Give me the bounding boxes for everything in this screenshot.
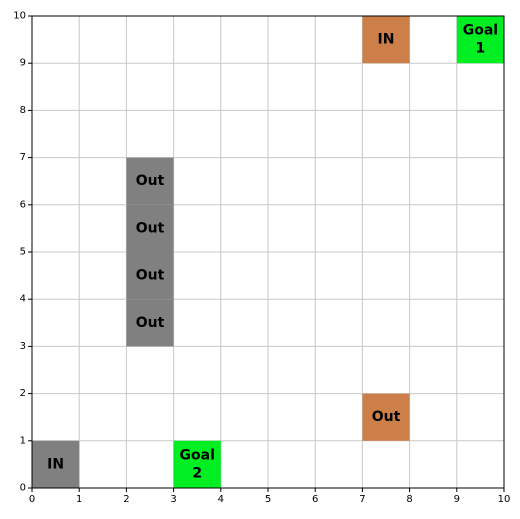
cell-in-agent1-label: IN: [378, 32, 395, 48]
cell-out-4-fill: [126, 299, 174, 347]
cell-in-agent2-label: IN: [47, 456, 64, 472]
x-tick-label: 7: [359, 494, 365, 505]
cell-goal-1-fill: [456, 16, 504, 64]
cell-goal-1: Goal 1: [456, 16, 504, 64]
y-tick-label: 4: [20, 294, 26, 305]
y-tick-label: 1: [20, 435, 26, 446]
cells-layer: IN Goal 1 Out Out Out Out Out IN Goal 2: [32, 16, 504, 488]
cell-out-2: Out: [126, 204, 174, 252]
cell-out-agent1: Out: [362, 393, 410, 441]
cell-in-agent2-fill: [32, 440, 80, 488]
grid-lines: [32, 16, 504, 488]
y-tick-label: 3: [20, 341, 26, 352]
x-tick-label: 5: [265, 494, 271, 505]
cell-out-3-fill: [126, 252, 174, 300]
x-tick-label: 10: [498, 494, 511, 505]
cell-goal-2: Goal 2: [173, 440, 221, 488]
cell-out-1: Out: [126, 157, 174, 205]
cell-out-4: Out: [126, 299, 174, 347]
x-tick-label: 3: [170, 494, 176, 505]
cell-goal-1-label: Goal: [463, 23, 498, 39]
y-tick-label: 10: [13, 11, 26, 22]
axis-ticks: 0 1 2 3 4 5 6 7 8 9 10 0 1 2 3 4 5 6 7 8 9 10: [13, 11, 510, 506]
x-tick-label: 1: [76, 494, 82, 505]
cell-out-3-label: Out: [136, 268, 165, 284]
y-tick-label: 5: [20, 247, 26, 258]
cell-in-agent2: IN: [32, 440, 80, 488]
x-tick-label: 9: [454, 494, 460, 505]
cell-goal-1-label: 1: [476, 41, 486, 57]
y-tick-label: 7: [20, 152, 26, 163]
x-tick-label: 6: [312, 494, 318, 505]
cell-goal-2-fill: [173, 440, 221, 488]
x-tick-label: 8: [406, 494, 412, 505]
cell-out-4-label: Out: [136, 315, 165, 331]
x-tick-label: 0: [29, 494, 35, 505]
cell-in-agent1-fill: [362, 16, 410, 64]
cell-out-2-label: Out: [136, 220, 165, 236]
y-tick-label: 6: [20, 199, 26, 210]
cell-out-1-fill: [126, 157, 174, 205]
y-tick-label: 8: [20, 105, 26, 116]
cell-out-agent1-fill: [362, 393, 410, 441]
y-tick-label: 9: [20, 58, 26, 69]
cell-in-agent1: IN: [362, 16, 410, 64]
cell-out-3: Out: [126, 252, 174, 300]
y-tick-label: 0: [20, 483, 26, 494]
cell-goal-2-label: 2: [192, 465, 202, 481]
x-tick-label: 4: [218, 494, 224, 505]
y-tick-label: 2: [20, 388, 26, 399]
cell-out-1-label: Out: [136, 173, 165, 189]
cell-out-agent1-label: Out: [372, 409, 401, 425]
cell-goal-2-label: Goal: [180, 447, 215, 463]
cell-out-2-fill: [126, 204, 174, 252]
x-tick-label: 2: [123, 494, 129, 505]
